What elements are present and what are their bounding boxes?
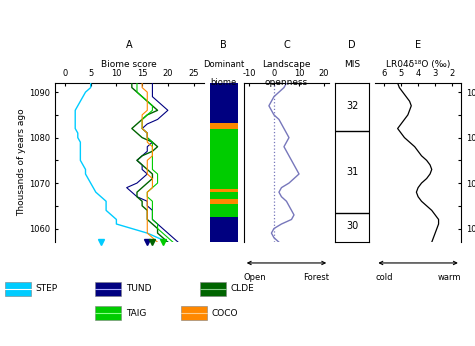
Bar: [210, 123, 238, 128]
Text: cold: cold: [375, 273, 393, 282]
Text: 31: 31: [346, 167, 359, 177]
Bar: [210, 199, 238, 203]
Text: E: E: [415, 40, 421, 50]
Text: MIS: MIS: [344, 60, 361, 69]
Bar: [210, 217, 238, 242]
Text: STEP: STEP: [36, 284, 58, 293]
Text: C: C: [283, 40, 290, 50]
Text: 32: 32: [346, 101, 359, 111]
Text: biome: biome: [211, 78, 237, 86]
Text: openness: openness: [265, 78, 308, 86]
Text: LR04δ¹⁸O (‰): LR04δ¹⁸O (‰): [386, 60, 450, 69]
Text: Landscape: Landscape: [262, 60, 311, 69]
Text: Biome score: Biome score: [101, 60, 157, 69]
Text: CLDE: CLDE: [230, 284, 254, 293]
Text: warm: warm: [437, 273, 461, 282]
Bar: [210, 192, 238, 199]
Text: D: D: [349, 40, 356, 50]
Y-axis label: Thousands of years ago: Thousands of years ago: [17, 109, 26, 217]
Bar: [210, 128, 238, 189]
Bar: [210, 83, 238, 112]
Text: 30: 30: [346, 221, 359, 231]
Bar: [210, 189, 238, 192]
Text: COCO: COCO: [211, 309, 238, 318]
Text: Open: Open: [244, 273, 266, 282]
Text: TAIG: TAIG: [126, 309, 146, 318]
Bar: [210, 203, 238, 217]
Text: Dominant: Dominant: [203, 60, 245, 69]
Text: Forest: Forest: [303, 273, 329, 282]
Text: TUND: TUND: [126, 284, 152, 293]
Bar: [210, 112, 238, 123]
Text: A: A: [126, 40, 133, 50]
Text: B: B: [220, 40, 227, 50]
